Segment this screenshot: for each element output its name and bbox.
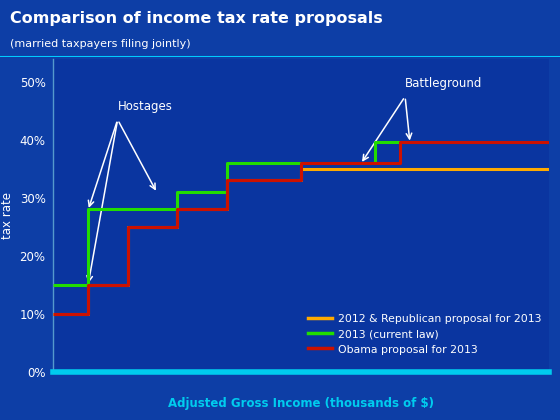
Legend: 2012 & Republican proposal for 2013, 2013 (current law), Obama proposal for 2013: 2012 & Republican proposal for 2013, 201… (306, 311, 543, 357)
Text: Adjusted Gross Income (thousands of $): Adjusted Gross Income (thousands of $) (168, 397, 434, 410)
Text: (married taxpayers filing jointly): (married taxpayers filing jointly) (10, 39, 191, 49)
Text: Comparison of income tax rate proposals: Comparison of income tax rate proposals (10, 11, 383, 26)
Y-axis label: tax rate: tax rate (1, 192, 14, 239)
Text: Hostages: Hostages (118, 100, 172, 113)
Text: Battleground: Battleground (405, 76, 483, 89)
